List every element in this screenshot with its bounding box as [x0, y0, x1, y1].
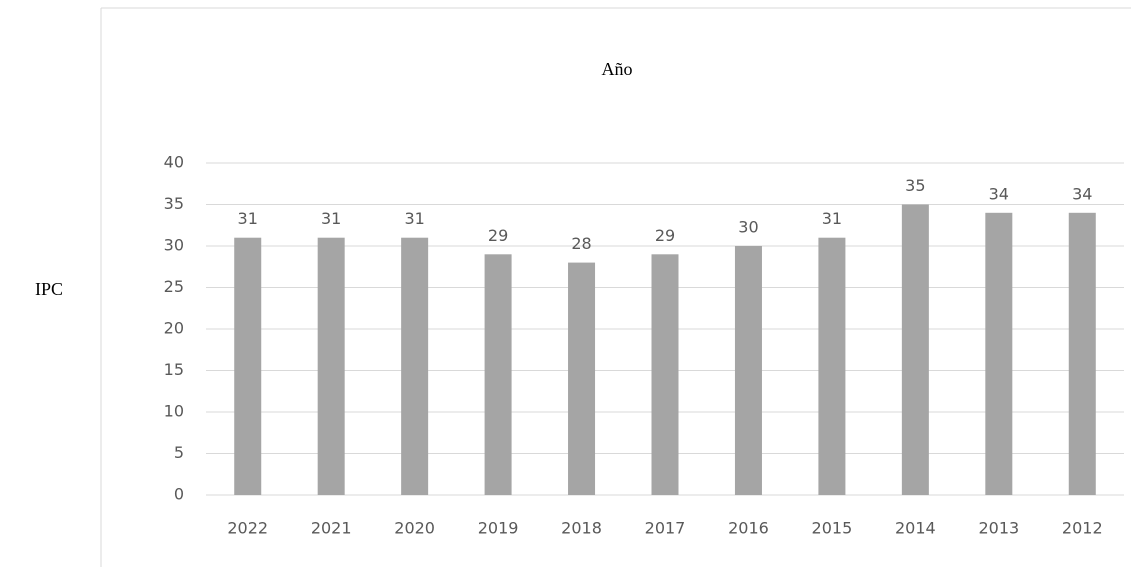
chart-title: Año	[602, 59, 633, 79]
y-tick-label: 5	[174, 443, 184, 462]
bar	[484, 254, 512, 495]
x-tick-label: 2016	[728, 519, 769, 538]
data-label: 30	[738, 218, 758, 237]
x-tick-label: 2020	[394, 519, 435, 538]
data-label: 31	[321, 209, 341, 228]
data-label: 34	[989, 184, 1009, 203]
y-tick-label: 25	[164, 277, 184, 296]
x-tick-label: 2018	[561, 519, 602, 538]
x-tick-label: 2015	[812, 519, 853, 538]
y-tick-label: 20	[164, 319, 184, 338]
bar	[734, 246, 762, 495]
data-label: 34	[1072, 184, 1092, 203]
y-tick-label: 30	[164, 236, 184, 255]
bar	[234, 237, 262, 495]
bar	[985, 212, 1013, 496]
bar	[317, 237, 345, 495]
data-label: 31	[404, 209, 424, 228]
y-tick-label: 40	[164, 153, 184, 172]
data-label: 29	[488, 226, 508, 245]
bar	[818, 237, 846, 495]
x-tick-label: 2019	[478, 519, 519, 538]
x-tick-label: 2014	[895, 519, 936, 538]
y-tick-label: 10	[164, 402, 184, 421]
x-tick-label: 2012	[1062, 519, 1103, 538]
y-tick-label: 15	[164, 360, 184, 379]
bar	[651, 254, 679, 495]
data-label: 28	[571, 234, 591, 253]
bar	[568, 262, 596, 495]
data-label: 31	[238, 209, 258, 228]
x-tick-label: 2013	[978, 519, 1019, 538]
bar	[1068, 212, 1096, 496]
x-tick-label: 2017	[645, 519, 686, 538]
x-tick-label: 2021	[311, 519, 352, 538]
data-label: 31	[822, 209, 842, 228]
x-tick-label: 2022	[227, 519, 268, 538]
data-label: 35	[905, 176, 925, 195]
y-axis-label: IPC	[35, 279, 63, 299]
bar	[401, 237, 429, 495]
y-tick-label: 35	[164, 194, 184, 213]
data-label: 29	[655, 226, 675, 245]
bar	[901, 204, 929, 495]
y-tick-label: 0	[174, 485, 184, 504]
